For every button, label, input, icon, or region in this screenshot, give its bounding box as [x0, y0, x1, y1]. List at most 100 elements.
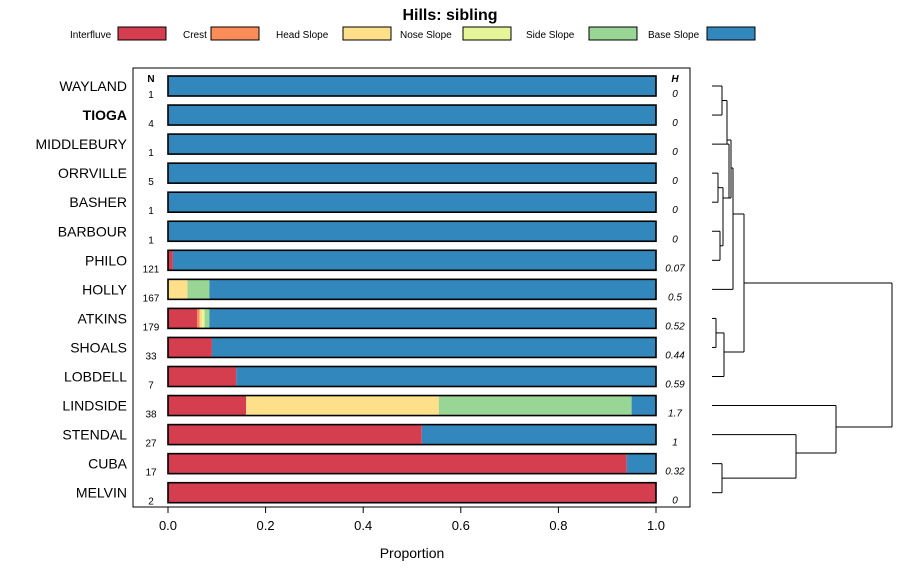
x-tick-label-3: 0.6 — [452, 518, 470, 533]
legend-swatch-side-slope — [588, 26, 638, 41]
category-label-holly: HOLLY — [82, 281, 128, 297]
h-value-tioga: 0 — [672, 118, 678, 129]
h-value-melvin: 0 — [672, 496, 678, 507]
h-value-holly: 0.5 — [668, 292, 682, 303]
bar-barbour-base-slope — [168, 221, 656, 242]
bar-cuba-interfluve — [168, 453, 627, 474]
bar-outline-basher — [167, 191, 657, 213]
panel-border — [132, 67, 691, 508]
category-label-stendal: STENDAL — [62, 427, 127, 443]
chart-title: Hills: sibling — [402, 7, 497, 24]
bar-stendal-interfluve — [168, 424, 422, 445]
n-value-lindside: 38 — [145, 410, 157, 421]
bar-outline-atkins — [167, 307, 657, 330]
bar-outline-stendal — [167, 423, 657, 446]
bar-melvin-interfluve — [168, 482, 656, 503]
category-label-atkins: ATKINS — [77, 310, 127, 326]
bar-shoals-base-slope — [211, 337, 657, 358]
h-value-orrville: 0 — [672, 176, 678, 187]
bar-orrville-base-slope — [168, 163, 656, 184]
h-value-middlebury: 0 — [672, 147, 678, 158]
n-value-philo: 121 — [143, 264, 160, 275]
bar-outline-cuba — [167, 452, 657, 475]
n-value-cuba: 17 — [145, 468, 157, 479]
bar-lindside-head-slope — [246, 395, 439, 416]
h-value-barbour: 0 — [672, 234, 678, 245]
legend-swatch-crest — [210, 26, 260, 41]
bar-atkins-base-slope — [209, 308, 657, 329]
category-label-melvin: MELVIN — [76, 485, 127, 501]
bar-lindside-base-slope — [631, 395, 656, 416]
bar-shoals-interfluve — [168, 337, 212, 358]
bar-outline-melvin — [167, 481, 657, 504]
bar-tioga-base-slope — [168, 105, 656, 126]
h-value-atkins: 0.52 — [665, 321, 685, 332]
x-tick-label-1: 0.2 — [257, 518, 275, 533]
bar-cuba-base-slope — [626, 453, 656, 474]
h-value-stendal: 1 — [672, 438, 678, 449]
category-label-orrville: ORRVILLE — [58, 165, 127, 181]
n-value-shoals: 33 — [145, 351, 157, 362]
legend-label-head-slope: Head Slope — [276, 30, 329, 41]
bar-outline-philo — [167, 249, 657, 272]
legend-label-crest: Crest — [183, 30, 207, 41]
bar-outline-tioga — [167, 104, 657, 126]
category-label-middlebury: MIDDLEBURY — [35, 136, 127, 152]
category-label-barbour: BARBOUR — [58, 223, 127, 239]
bar-outline-holly — [167, 278, 657, 301]
h-value-shoals: 0.44 — [665, 350, 685, 361]
n-value-tioga: 4 — [148, 119, 154, 130]
bar-wayland-base-slope — [168, 76, 656, 96]
n-value-wayland: 1 — [148, 90, 154, 101]
bar-philo-base-slope — [172, 250, 656, 271]
category-labels: WAYLAND TIOGA MIDDLEBURY ORRVILLE BASHER BARB… — [35, 78, 127, 501]
bar-holly-side-slope — [187, 279, 210, 300]
legend-swatch-base-slope — [706, 26, 756, 41]
category-label-basher: BASHER — [69, 194, 127, 210]
bar-outline-barbour — [167, 220, 657, 243]
n-value-orrville: 5 — [148, 177, 154, 188]
n-value-melvin: 2 — [148, 497, 154, 508]
n-values: 1 4 1 5 1 1 121 167 179 33 7 38 27 17 2 — [143, 90, 160, 508]
legend-label-interfluve: Interfluve — [70, 30, 112, 41]
bar-atkins-interfluve — [168, 308, 198, 329]
legend-swatch-interfluve — [117, 26, 167, 41]
bar-philo-interfluve — [168, 250, 173, 271]
bar-middlebury-base-slope — [168, 134, 656, 155]
category-label-tioga: TIOGA — [83, 107, 127, 123]
bar-outline-middlebury — [167, 133, 657, 155]
x-tick-label-2: 0.4 — [354, 518, 372, 533]
h-value-wayland: 0 — [672, 89, 678, 100]
bar-outline-lobdell — [167, 365, 657, 388]
category-label-philo: PHILO — [85, 252, 127, 268]
n-value-barbour: 1 — [148, 235, 154, 246]
h-value-lobdell: 0.59 — [665, 380, 685, 391]
bar-stendal-base-slope — [421, 424, 656, 445]
n-value-lobdell: 7 — [148, 381, 154, 392]
category-label-shoals: SHOALS — [70, 339, 127, 355]
n-value-holly: 167 — [143, 293, 160, 304]
legend-swatch-head-slope — [342, 26, 392, 41]
x-axis-label: Proportion — [380, 545, 445, 561]
h-value-cuba: 0.32 — [665, 467, 685, 478]
bar-atkins-nose-slope — [202, 308, 205, 329]
bars — [167, 75, 657, 504]
category-label-cuba: CUBA — [88, 456, 128, 472]
bar-lobdell-interfluve — [168, 366, 237, 387]
h-values: 0 0 0 0 0 0 0.07 0.5 0.52 0.44 0.59 1.7 1 0.32 0 — [665, 89, 685, 507]
n-value-basher: 1 — [148, 206, 154, 217]
h-header: H — [671, 74, 679, 85]
bar-atkins-side-slope — [204, 308, 210, 329]
bar-holly-base-slope — [209, 279, 657, 300]
bar-holly-head-slope — [168, 279, 188, 300]
x-tick-label-0: 0.0 — [159, 518, 177, 533]
bar-basher-base-slope — [168, 192, 656, 213]
legend-swatch-nose-slope — [462, 26, 512, 41]
legend: Interfluve Crest Head Slope Nose Slope Side … — [70, 26, 756, 41]
x-tick-label-4: 0.8 — [549, 518, 567, 533]
x-axis: 0.0 0.2 0.4 0.6 0.8 1.0 Proportion — [159, 507, 665, 561]
bar-outline-shoals — [167, 336, 657, 359]
n-value-atkins: 179 — [143, 322, 160, 333]
